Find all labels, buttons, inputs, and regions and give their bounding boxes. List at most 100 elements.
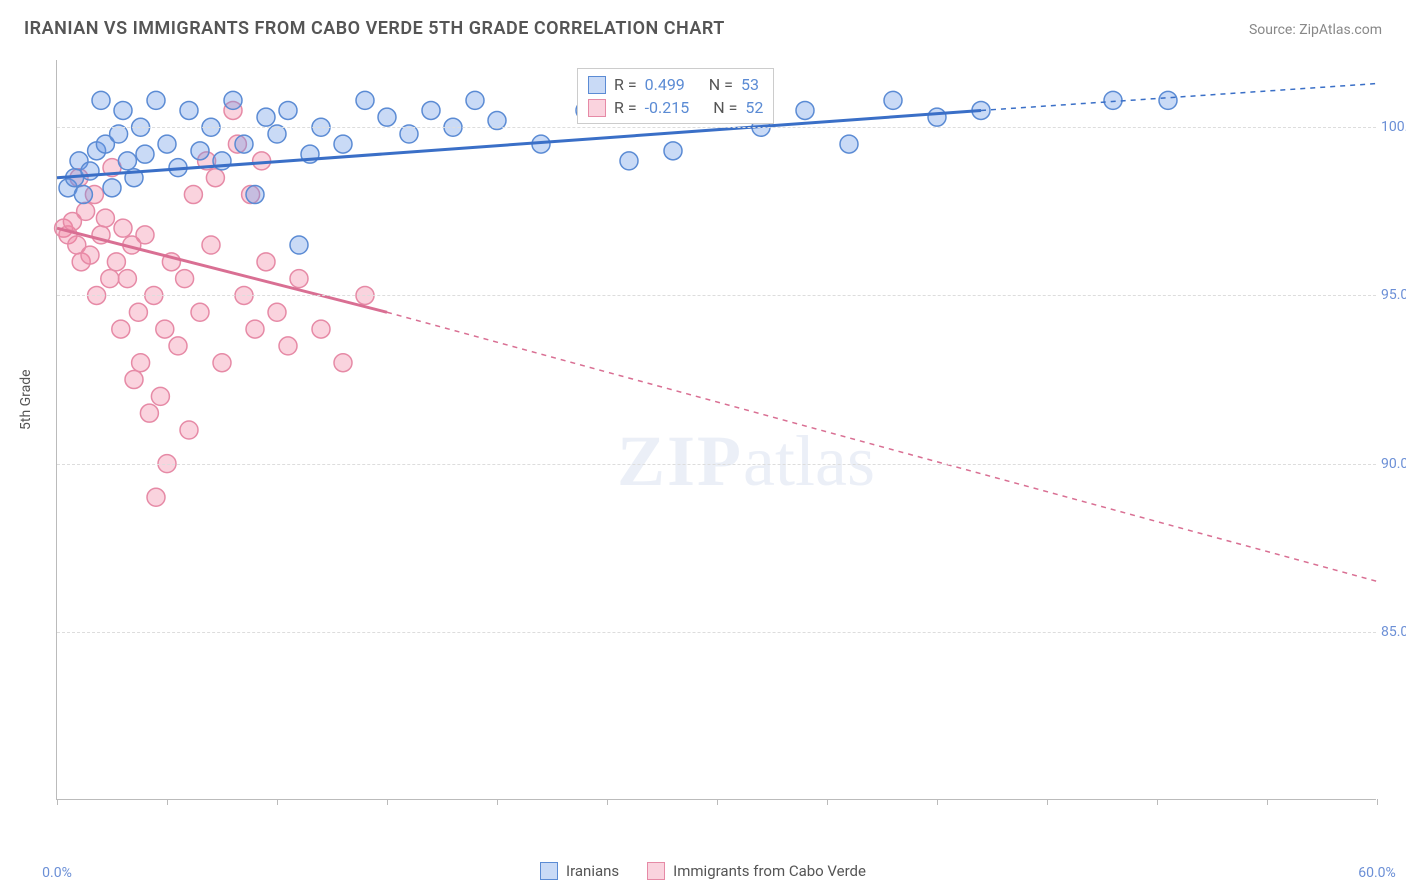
data-point	[77, 202, 95, 220]
data-point	[191, 142, 209, 160]
ytick-label: 95.0%	[1381, 287, 1406, 303]
trend-line	[387, 312, 1377, 581]
data-point	[184, 186, 202, 204]
r-value-a: 0.499	[645, 75, 685, 94]
stats-box: R = 0.499 N = 53 R = -0.215 N = 52	[577, 68, 774, 124]
data-point	[74, 186, 92, 204]
legend-swatch-blue-icon	[540, 862, 558, 880]
y-axis-label: 5th Grade	[18, 369, 34, 430]
data-point	[176, 270, 194, 288]
data-point	[158, 135, 176, 153]
data-point	[101, 270, 119, 288]
chart-plot-area: ZIPatlas R = 0.499 N = 53 R = -0.215 N =…	[56, 60, 1376, 800]
data-point	[213, 354, 231, 372]
xtick	[1267, 799, 1268, 805]
data-point	[92, 91, 110, 109]
stats-row-b: R = -0.215 N = 52	[588, 96, 763, 119]
data-point	[147, 91, 165, 109]
data-point	[796, 101, 814, 119]
xtick	[497, 799, 498, 805]
scatter-svg	[57, 60, 1376, 799]
data-point	[290, 270, 308, 288]
swatch-pink-icon	[588, 99, 606, 117]
data-point	[224, 91, 242, 109]
xtick	[937, 799, 938, 805]
chart-title: IRANIAN VS IMMIGRANTS FROM CABO VERDE 5T…	[24, 18, 725, 39]
r-label-a: R =	[614, 75, 637, 94]
xtick	[387, 799, 388, 805]
data-point	[840, 135, 858, 153]
data-point	[156, 320, 174, 338]
data-point	[81, 162, 99, 180]
xtick	[717, 799, 718, 805]
trend-line	[981, 84, 1377, 111]
data-point	[884, 91, 902, 109]
legend-label-b: Immigrants from Cabo Verde	[673, 862, 866, 880]
data-point	[422, 101, 440, 119]
data-point	[180, 421, 198, 439]
r-value-b: -0.215	[645, 98, 690, 117]
n-value-a: 53	[741, 75, 759, 94]
data-point	[334, 135, 352, 153]
data-point	[246, 320, 264, 338]
data-point	[129, 303, 147, 321]
data-point	[81, 246, 99, 264]
n-value-b: 52	[745, 98, 763, 117]
data-point	[356, 91, 374, 109]
xtick	[1157, 799, 1158, 805]
xtick	[57, 799, 58, 805]
stats-row-a: R = 0.499 N = 53	[588, 73, 763, 96]
data-point	[664, 142, 682, 160]
data-point	[147, 488, 165, 506]
swatch-blue-icon	[588, 76, 606, 94]
ytick-label: 85.0%	[1381, 624, 1406, 640]
data-point	[279, 101, 297, 119]
data-point	[257, 253, 275, 271]
gridline	[57, 295, 1376, 296]
gridline	[57, 127, 1376, 128]
data-point	[136, 226, 154, 244]
data-point	[928, 108, 946, 126]
legend-swatch-pink-icon	[647, 862, 665, 880]
data-point	[257, 108, 275, 126]
data-point	[246, 186, 264, 204]
data-point	[290, 236, 308, 254]
ytick-label: 100.0%	[1381, 119, 1406, 135]
legend-item-a: Iranians	[540, 862, 619, 880]
data-point	[112, 320, 130, 338]
n-label-a: N =	[709, 75, 733, 94]
data-point	[235, 135, 253, 153]
source-label: Source: ZipAtlas.com	[1249, 22, 1382, 38]
data-point	[206, 169, 224, 187]
data-point	[268, 303, 286, 321]
xtick	[167, 799, 168, 805]
gridline	[57, 464, 1376, 465]
data-point	[1104, 91, 1122, 109]
ytick-label: 90.0%	[1381, 456, 1406, 472]
gridline	[57, 632, 1376, 633]
data-point	[125, 371, 143, 389]
data-point	[1159, 91, 1177, 109]
data-point	[107, 253, 125, 271]
data-point	[151, 387, 169, 405]
data-point	[466, 91, 484, 109]
xtick	[277, 799, 278, 805]
data-point	[132, 354, 150, 372]
data-point	[191, 303, 209, 321]
data-point	[96, 209, 114, 227]
legend: Iranians Immigrants from Cabo Verde	[0, 862, 1406, 880]
xtick	[1377, 799, 1378, 805]
xtick	[827, 799, 828, 805]
data-point	[136, 145, 154, 163]
data-point	[169, 337, 187, 355]
data-point	[180, 101, 198, 119]
data-point	[118, 270, 136, 288]
xtick	[1047, 799, 1048, 805]
data-point	[103, 179, 121, 197]
legend-label-a: Iranians	[566, 862, 619, 880]
data-point	[140, 404, 158, 422]
data-point	[114, 219, 132, 237]
data-point	[202, 236, 220, 254]
data-point	[620, 152, 638, 170]
data-point	[378, 108, 396, 126]
